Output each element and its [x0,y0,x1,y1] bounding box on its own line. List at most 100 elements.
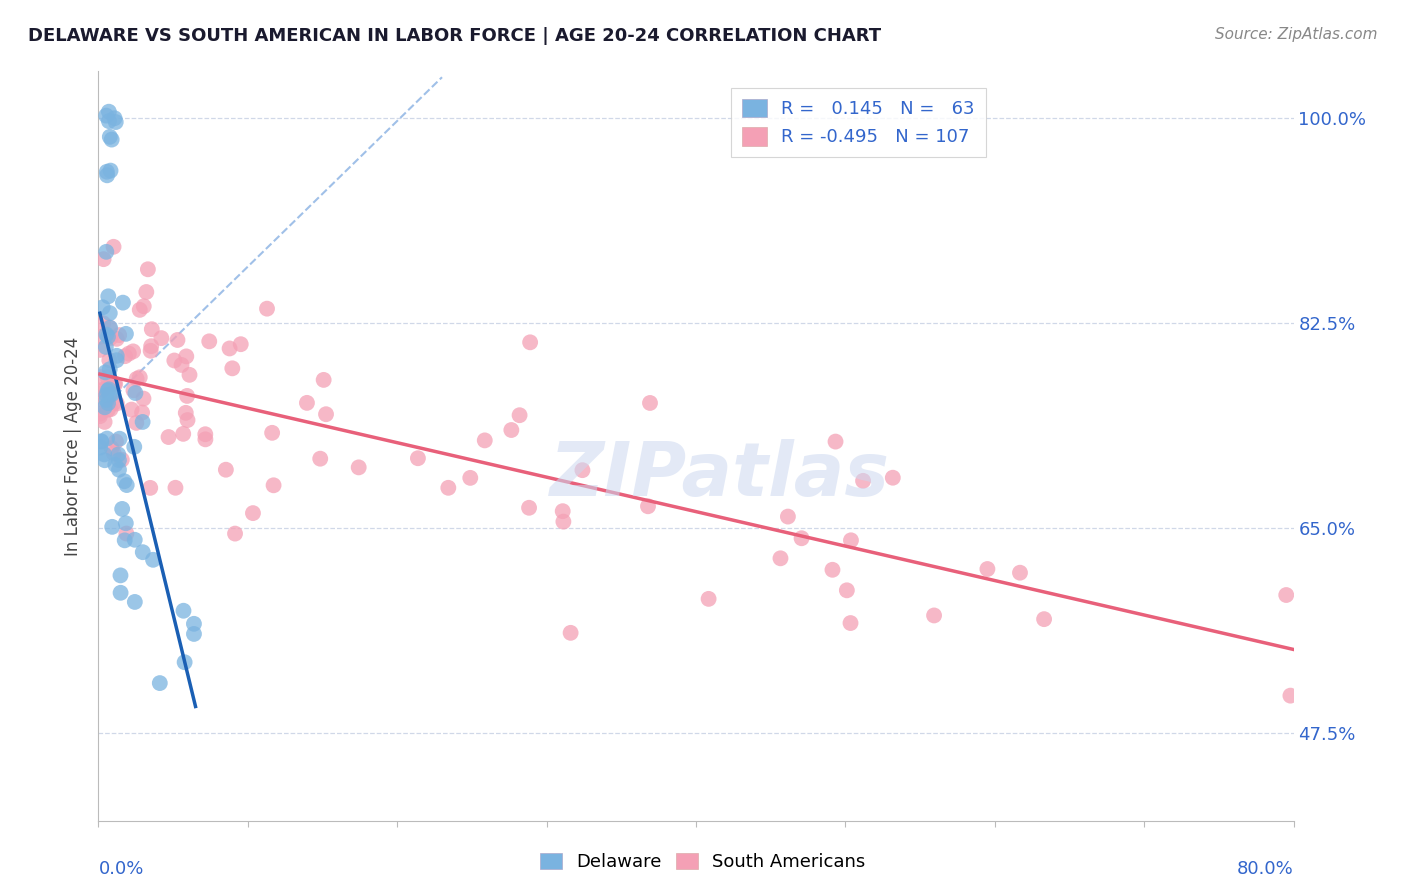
Point [218,342,240,356]
Point [295,396,318,410]
Point [131,415,153,429]
Point [125,372,148,386]
Point [183,616,205,631]
Point [163,353,186,368]
Point [93,252,115,267]
Point [108,432,131,446]
Point [97,384,120,398]
Point [105,349,128,363]
Point [173,604,195,618]
Point [114,349,136,363]
Point [135,285,157,299]
Point [118,346,141,360]
Point [852,474,875,488]
Point [115,326,138,341]
Point [96,169,118,183]
Point [517,500,540,515]
Point [128,302,150,317]
Point [98,362,121,376]
Point [121,402,143,417]
Point [172,426,194,441]
Point [96,327,118,342]
Point [551,504,574,518]
Point [112,475,135,489]
Point [96,244,118,259]
Point [97,114,120,128]
Point [101,387,124,401]
Point [111,452,134,467]
Point [110,586,132,600]
Point [91,300,114,314]
Point [93,453,115,467]
Point [142,553,165,567]
Point [104,115,127,129]
Point [98,320,121,334]
Point [97,104,120,119]
Point [97,382,120,396]
Point [224,526,246,541]
Point [194,433,217,447]
Point [115,478,138,492]
Point [103,446,125,460]
Point [107,448,129,462]
Point [103,112,125,126]
Point [96,393,118,408]
Point [141,339,163,353]
Point [215,463,238,477]
Point [132,392,155,406]
Point [114,516,136,531]
Point [790,531,813,545]
Point [128,370,150,384]
Point [89,441,111,455]
Point [1008,566,1031,580]
Point [111,502,134,516]
Point [89,370,111,384]
Point [97,396,120,410]
Point [90,434,112,449]
Point [100,132,122,146]
Point [96,165,118,179]
Point [176,413,198,427]
Point [141,322,163,336]
Point [173,655,195,669]
Point [100,163,122,178]
Point [100,402,122,417]
Point [256,301,278,316]
Point [637,500,659,514]
Point [242,506,264,520]
Point [315,407,337,421]
Point [136,262,159,277]
Point [98,129,121,144]
Point [96,109,118,123]
Point [97,402,120,417]
Point [94,340,117,354]
Point [769,551,792,566]
Point [104,434,127,449]
Point [882,471,904,485]
Point [1275,588,1298,602]
Point [776,509,799,524]
Point [150,331,173,345]
Point [976,562,998,576]
Point [139,343,162,358]
Point [229,337,252,351]
Point [105,396,128,410]
Point [93,401,115,415]
Point [108,463,131,477]
Point [124,595,146,609]
Point [174,406,197,420]
Point [89,407,111,421]
Point [91,383,114,397]
Point [122,344,145,359]
Point [101,520,124,534]
Point [103,395,125,409]
Point [183,627,205,641]
Point [157,430,180,444]
Point [91,316,114,330]
Point [105,353,128,368]
Point [166,333,188,347]
Point [839,615,862,630]
Point [124,533,146,547]
Point [437,481,460,495]
Point [104,458,127,472]
